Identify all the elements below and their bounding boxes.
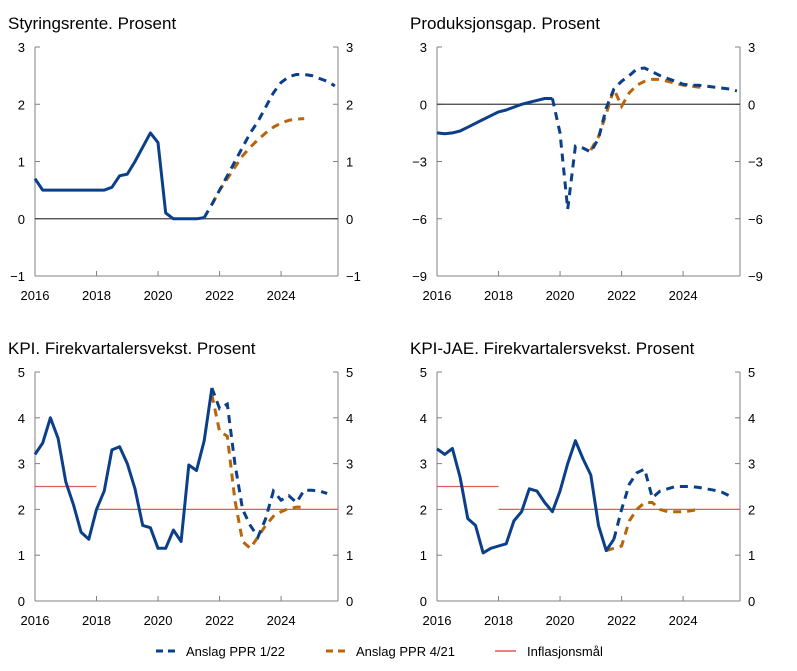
x-tick-label: 2018: [484, 613, 513, 628]
series-ppr-1-22-history: [436, 439, 616, 555]
x-tick-label: 2020: [144, 613, 173, 628]
series-ppr-4-21-forecast: [589, 77, 707, 151]
y-tick-label-left: 3: [18, 40, 25, 55]
chart-cpi-ate: 0 0 1 1 2 2 3 3 4 4 5 5 2016 2018 2020 2022 2024: [420, 365, 755, 628]
series-ppr-1-22-history: [33, 387, 214, 550]
x-tick-label: 2016: [21, 288, 50, 303]
x-tick-label: 2018: [82, 613, 111, 628]
y-tick-label-right: 2: [346, 502, 353, 517]
x-tick-label: 2016: [21, 613, 50, 628]
x-tick-label: 2022: [205, 288, 234, 303]
x-tick-label: 2020: [546, 613, 575, 628]
y-tick-label-left: 1: [18, 548, 25, 563]
y-tick-label-right: −6: [748, 212, 763, 227]
series-ppr-1-22-forecast: [550, 66, 738, 210]
series-ppr-4-21-forecast: [605, 501, 699, 553]
y-tick-label-right: 3: [748, 457, 755, 472]
chart-policy-rate: −1 −1 0 0 1 1 2 2 3 3 2016 2018 2020 2022 2024: [10, 40, 361, 303]
y-tick-label-right: −1: [346, 269, 361, 284]
y-tick-label-right: 2: [346, 97, 353, 112]
series-ppr-4-21-forecast: [210, 394, 305, 551]
legend-label-ppr-4-21: Anslag PPR 4/21: [356, 644, 455, 659]
y-tick-label-right: 3: [346, 457, 353, 472]
series-ppr-1-22-forecast: [612, 466, 730, 540]
y-tick-label-left: 5: [18, 365, 25, 380]
y-tick-label-left: 4: [18, 411, 25, 426]
x-tick-label: 2022: [607, 288, 636, 303]
y-tick-label-left: 3: [420, 457, 427, 472]
x-tick-label: 2024: [669, 613, 698, 628]
y-tick-label-left: 3: [420, 40, 427, 55]
y-tick-label-left: 1: [18, 155, 25, 170]
series-ppr-1-22-history: [436, 97, 553, 136]
y-tick-label-left: 5: [420, 365, 427, 380]
series-ppr-1-22-forecast: [202, 73, 336, 219]
y-tick-label-right: 4: [748, 411, 755, 426]
x-tick-label: 2024: [669, 288, 698, 303]
chart-title-policy-rate: Styringsrente. Prosent: [8, 14, 176, 33]
series-ppr-1-22-history: [33, 131, 205, 221]
x-tick-label: 2020: [144, 288, 173, 303]
y-tick-label-right: 2: [748, 502, 755, 517]
y-tick-label-left: −6: [412, 212, 427, 227]
y-tick-label-right: −3: [748, 155, 763, 170]
y-tick-label-left: −3: [412, 155, 427, 170]
y-tick-label-left: 1: [420, 548, 427, 563]
x-tick-label: 2018: [484, 288, 513, 303]
chart-output-gap: −9 −9 −6 −6 −3 −3 0 0 3 3 2016 2018 2020 2022 2024: [412, 40, 763, 303]
y-tick-label-right: 0: [346, 594, 353, 609]
x-tick-label: 2018: [82, 288, 111, 303]
y-tick-label-right: 5: [748, 365, 755, 380]
y-tick-label-left: 4: [420, 411, 427, 426]
y-tick-label-right: 0: [748, 97, 755, 112]
series-ppr-1-22-forecast: [210, 387, 328, 541]
x-tick-label: 2024: [267, 288, 296, 303]
y-tick-label-left: 2: [18, 502, 25, 517]
chart-title-cpi-ate: KPI-JAE. Firekvartalersvekst. Prosent: [410, 339, 695, 358]
y-tick-label-right: −9: [748, 269, 763, 284]
y-tick-label-left: 2: [420, 502, 427, 517]
chart-cpi: 0 0 1 1 2 2 3 3 4 4 5 5 2016 2018 2020 2022 2024: [18, 365, 353, 628]
x-tick-label: 2016: [423, 288, 452, 303]
y-tick-label-right: 1: [346, 548, 353, 563]
y-tick-label-left: 3: [18, 457, 25, 472]
y-tick-label-left: 2: [18, 97, 25, 112]
y-tick-label-right: 1: [346, 155, 353, 170]
series-ppr-4-21-forecast: [210, 117, 305, 206]
y-tick-label-left: 0: [420, 594, 427, 609]
legend-label-ppr-1-22: Anslag PPR 1/22: [186, 644, 285, 659]
legend: Anslag PPR 1/22 Anslag PPR 4/21 Inflasjo…: [156, 644, 603, 659]
x-tick-label: 2022: [607, 613, 636, 628]
y-tick-label-right: 0: [748, 594, 755, 609]
x-tick-label: 2016: [423, 613, 452, 628]
y-tick-label-right: 5: [346, 365, 353, 380]
y-tick-label-right: 3: [748, 40, 755, 55]
y-tick-label-left: −9: [412, 269, 427, 284]
y-tick-label-right: 3: [346, 40, 353, 55]
chart-title-cpi: KPI. Firekvartalersvekst. Prosent: [8, 339, 256, 358]
y-tick-label-left: −1: [10, 269, 25, 284]
chart-title-output-gap: Produksjonsgap. Prosent: [410, 14, 600, 33]
y-tick-label-right: 4: [346, 411, 353, 426]
y-tick-label-left: 0: [18, 212, 25, 227]
x-tick-label: 2022: [205, 613, 234, 628]
legend-label-target: Inflasjonsmål: [527, 644, 603, 659]
y-tick-label-right: 1: [748, 548, 755, 563]
y-tick-label-right: 0: [346, 212, 353, 227]
y-tick-label-left: 0: [420, 97, 427, 112]
y-tick-label-left: 0: [18, 594, 25, 609]
x-tick-label: 2024: [267, 613, 296, 628]
x-tick-label: 2020: [546, 288, 575, 303]
